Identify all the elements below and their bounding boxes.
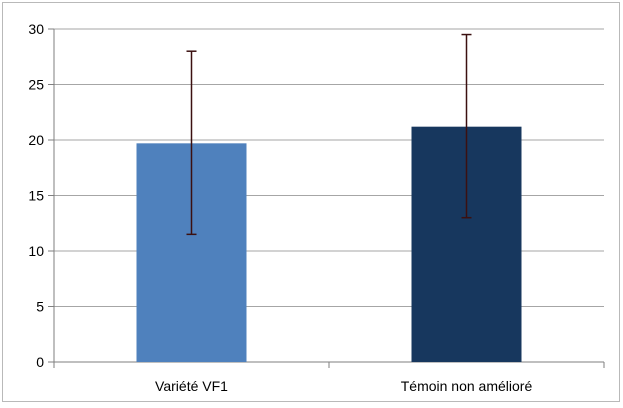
bars bbox=[136, 126, 522, 363]
y-tick-label: 30 bbox=[28, 21, 44, 37]
x-category-label: Témoin non amélioré bbox=[401, 378, 533, 394]
error-bars bbox=[186, 33, 472, 236]
bar-chart: 0 5 10 15 20 25 30 Variété VF1 Témoin non amélio… bbox=[28, 21, 605, 394]
y-tick-label: 20 bbox=[28, 132, 44, 148]
x-category-label: Variété VF1 bbox=[155, 378, 228, 394]
y-tick-label: 15 bbox=[28, 188, 44, 204]
y-tick-label: 0 bbox=[36, 354, 44, 370]
labels: 0 5 10 15 20 25 30 Variété VF1 Témoin non amélio… bbox=[28, 21, 532, 394]
y-tick-label: 25 bbox=[28, 77, 44, 93]
y-tick-label: 10 bbox=[28, 243, 44, 259]
chart-frame: 0 5 10 15 20 25 30 Variété VF1 Témoin non amélio… bbox=[2, 2, 620, 402]
y-tick-label: 5 bbox=[36, 299, 44, 315]
